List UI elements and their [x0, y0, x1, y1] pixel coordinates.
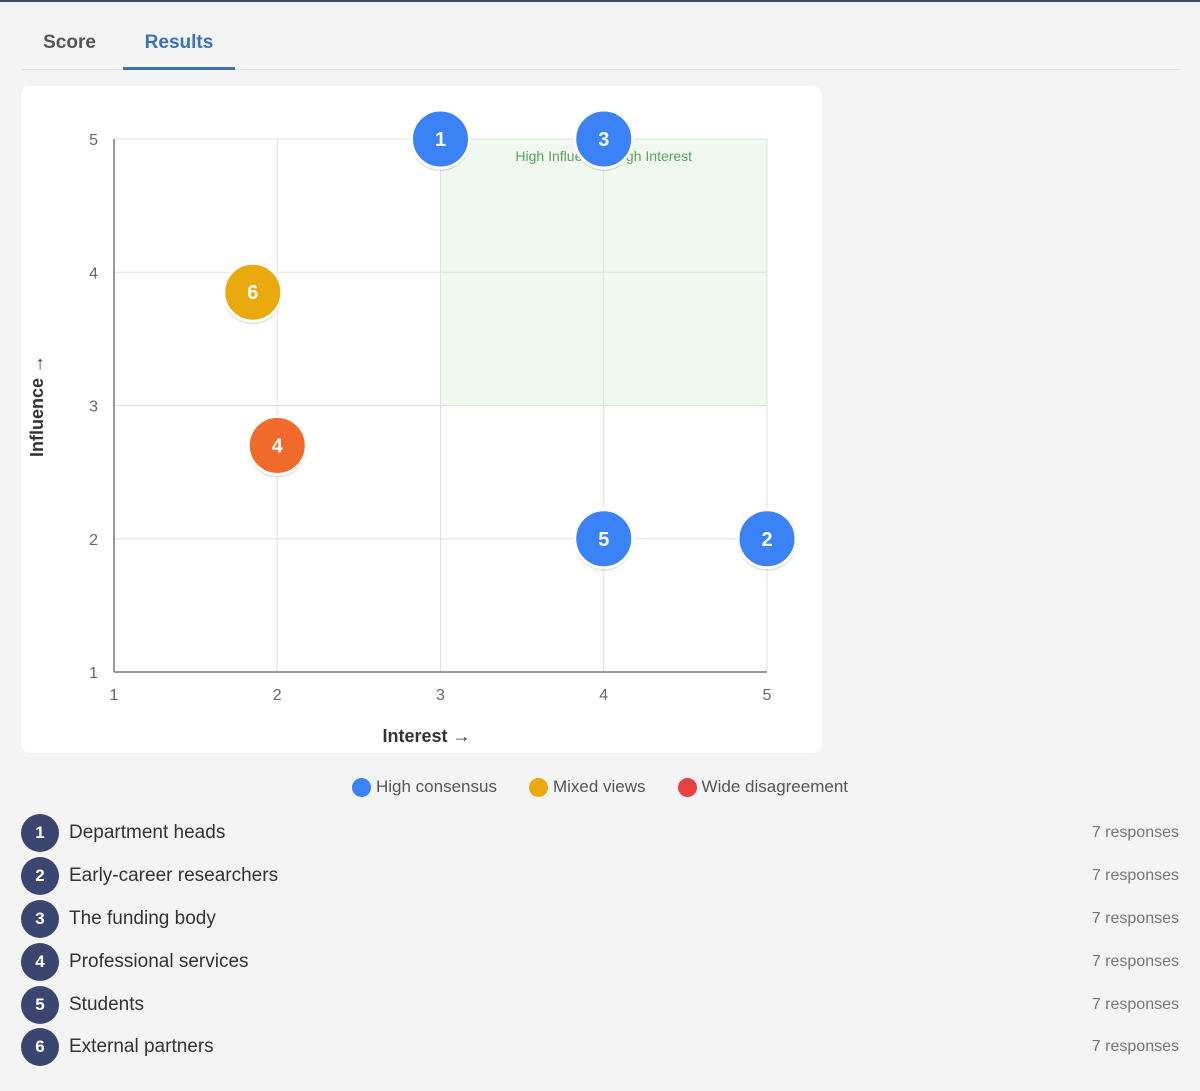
- point-label: 1: [435, 129, 446, 151]
- point-marker: [410, 108, 471, 170]
- point-label: 6: [247, 282, 258, 304]
- y-tick-label: 3: [89, 399, 98, 416]
- x-axis-label: Interest →: [382, 726, 470, 746]
- stakeholder-point-3[interactable]: 3: [573, 108, 635, 171]
- response-count: 7 responses: [1091, 995, 1179, 1013]
- point-label: 5: [598, 529, 609, 551]
- response-count: 7 responses: [1091, 952, 1179, 970]
- point-label: 2: [761, 529, 772, 551]
- y-tick-label: 5: [89, 132, 98, 149]
- x-tick-label: 1: [110, 687, 119, 704]
- tab-score[interactable]: Score: [43, 32, 96, 53]
- list-item: 2 Early-career researchers 7 responses: [21, 855, 1179, 898]
- response-count: 7 responses: [1091, 909, 1179, 927]
- stakeholder-number-badge: 4: [21, 942, 59, 981]
- y-tick-label: 4: [89, 265, 98, 282]
- tab-results[interactable]: Results: [123, 20, 235, 70]
- legend-item: Wide disagreement: [677, 777, 849, 797]
- legend-swatch: [528, 777, 548, 797]
- stakeholder-name: Professional services: [69, 950, 249, 972]
- list-item: 1 Department heads 7 responses: [21, 812, 1179, 855]
- stakeholder-number-badge: 6: [21, 1028, 59, 1067]
- x-tick-label: 5: [763, 687, 772, 704]
- stakeholder-name: Students: [69, 993, 144, 1015]
- legend-swatch: [351, 777, 371, 797]
- legend-label: High consensus: [375, 777, 497, 796]
- point-marker: [573, 508, 635, 570]
- chart-legend: High consensus Mixed views Wide disagreeme…: [0, 774, 1200, 800]
- legend-label: Wide disagreement: [701, 777, 849, 796]
- y-tick-label: 1: [89, 665, 98, 682]
- legend-swatch: [677, 777, 697, 797]
- stakeholder-point-5[interactable]: 5: [573, 508, 635, 571]
- influence-interest-chart: High Influence, High Interest1234512345I…: [27, 108, 798, 746]
- stakeholder-point-6[interactable]: 6: [222, 261, 284, 325]
- stakeholder-name: The funding body: [69, 907, 216, 929]
- list-item: 5 Students 7 responses: [21, 983, 1179, 1026]
- stakeholder-list: 1 Department heads 7 responses 2 Early-caree…: [21, 812, 1179, 1069]
- stakeholder-number-badge: 5: [21, 985, 59, 1024]
- results-tabs: Score Results: [22, 20, 1180, 70]
- point-label: 4: [272, 435, 284, 457]
- x-tick-label: 4: [599, 687, 608, 704]
- point-marker: [573, 108, 635, 170]
- list-item: 4 Professional services 7 responses: [21, 940, 1179, 983]
- legend-item: Mixed views: [528, 777, 646, 797]
- response-count: 7 responses: [1091, 824, 1179, 842]
- response-count: 7 responses: [1091, 867, 1179, 885]
- point-marker: [246, 414, 308, 476]
- x-tick-label: 3: [436, 687, 445, 704]
- chart-card: High Influence, High Interest1234512345I…: [21, 86, 822, 753]
- stakeholder-point-2[interactable]: 2: [736, 508, 798, 571]
- stakeholder-number-badge: 1: [21, 814, 59, 853]
- stakeholder-point-1[interactable]: 1: [410, 108, 471, 171]
- stakeholder-point-4[interactable]: 4: [246, 414, 308, 478]
- stakeholder-name: Early-career researchers: [69, 865, 279, 887]
- y-axis-label: Influence →: [27, 355, 47, 457]
- response-count: 7 responses: [1091, 1038, 1179, 1056]
- stakeholder-number-badge: 3: [21, 899, 59, 938]
- point-marker: [222, 261, 284, 323]
- list-item: 3 The funding body 7 responses: [21, 898, 1179, 941]
- legend-item: High consensus: [351, 777, 497, 797]
- y-tick-label: 2: [89, 532, 98, 549]
- x-tick-label: 2: [273, 687, 282, 704]
- point-label: 3: [598, 129, 609, 151]
- point-marker: [736, 508, 798, 570]
- list-item: 6 External partners 7 responses: [21, 1026, 1179, 1069]
- stakeholder-name: Department heads: [69, 822, 226, 844]
- legend-label: Mixed views: [552, 777, 646, 796]
- stakeholder-number-badge: 2: [21, 857, 59, 896]
- stakeholder-name: External partners: [69, 1036, 214, 1058]
